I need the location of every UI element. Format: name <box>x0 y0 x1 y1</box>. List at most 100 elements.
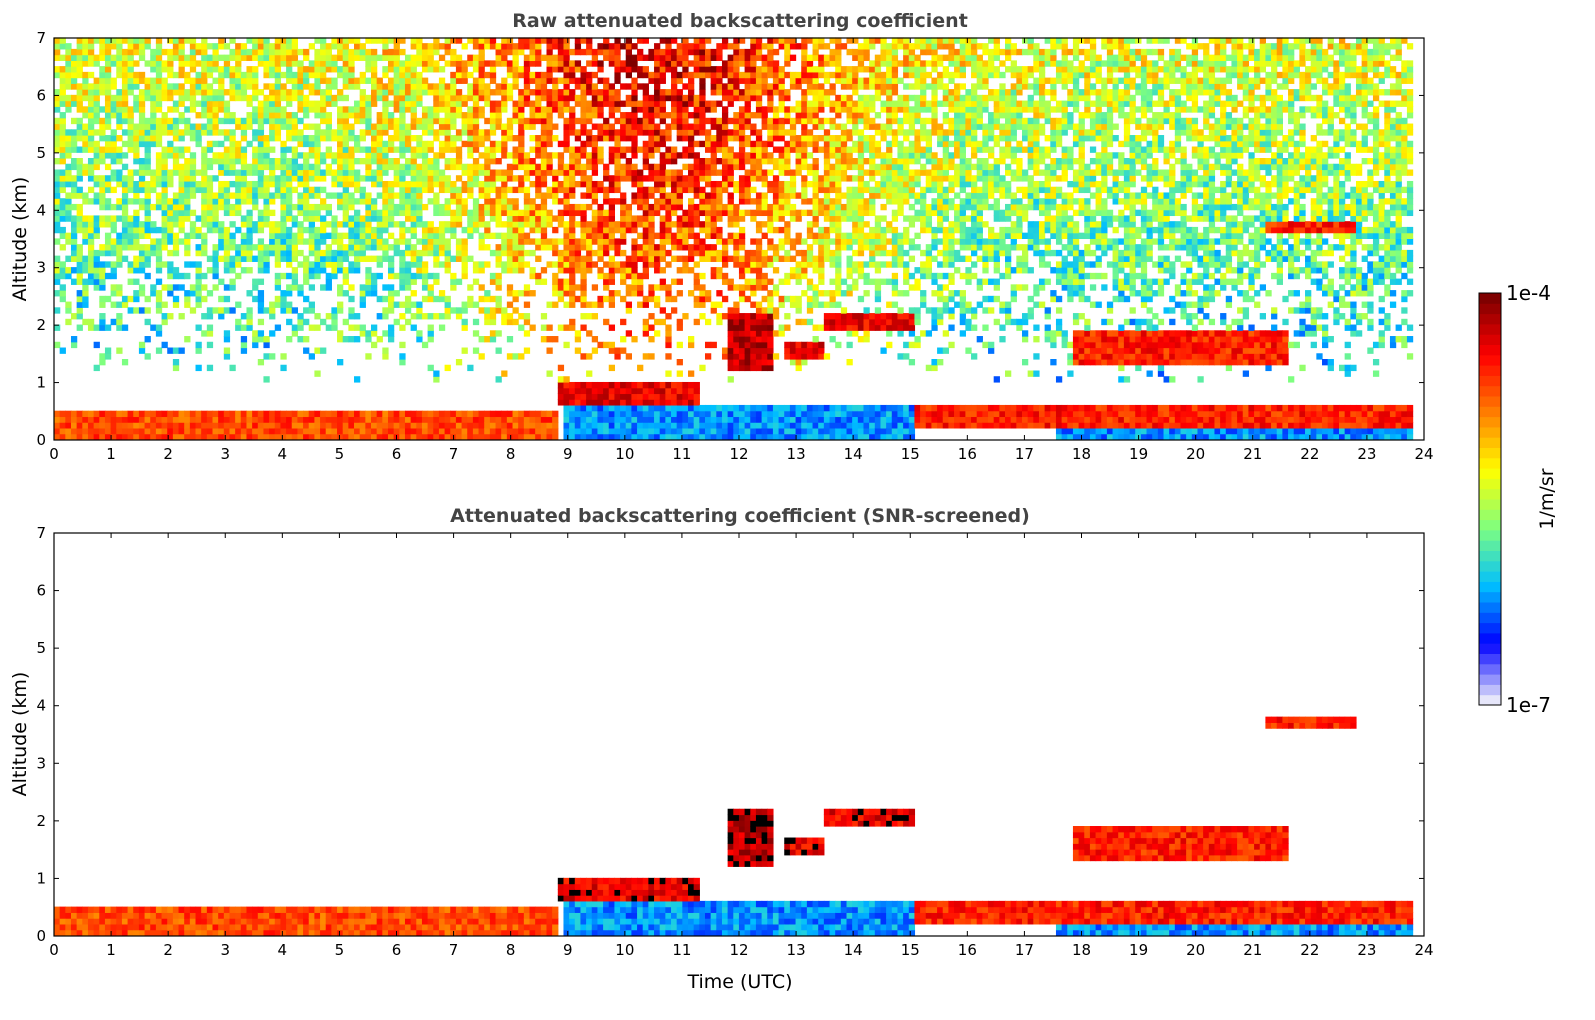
heatmap-cell <box>133 129 140 136</box>
heatmap-cell <box>359 186 366 194</box>
heatmap-cell <box>365 221 372 228</box>
heatmap-cell <box>416 336 423 343</box>
heatmap-cell <box>552 410 559 418</box>
heatmap-cell <box>371 422 378 429</box>
heatmap-cell <box>99 77 106 84</box>
heatmap-cell <box>172 301 180 308</box>
heatmap-cell <box>178 66 185 73</box>
heatmap-cell <box>269 123 276 130</box>
heatmap-cell <box>444 94 451 102</box>
heatmap-cell <box>676 221 683 228</box>
heatmap-cell <box>659 318 666 326</box>
heatmap-cell <box>704 180 712 188</box>
heatmap-cell <box>235 117 242 125</box>
heatmap-cell <box>59 123 66 130</box>
heatmap-cell <box>297 427 304 435</box>
heatmap-cell <box>512 209 519 217</box>
heatmap-cell <box>546 427 553 435</box>
heatmap-cell <box>676 370 683 377</box>
heatmap-cell <box>580 301 587 308</box>
heatmap-cell <box>235 301 242 308</box>
heatmap-cell <box>563 192 570 199</box>
heatmap-cell <box>450 77 457 84</box>
heatmap-cell <box>529 180 536 188</box>
heatmap-cell <box>512 410 519 418</box>
heatmap-cell <box>257 180 265 188</box>
heatmap-cell <box>563 135 570 142</box>
heatmap-cell <box>59 146 66 153</box>
heatmap-cell <box>427 364 434 372</box>
heatmap-cell <box>642 221 649 228</box>
heatmap-cell <box>529 422 536 429</box>
heatmap-cell <box>665 433 672 440</box>
heatmap-cell <box>172 238 180 245</box>
heatmap-cell <box>337 336 344 343</box>
heatmap-cell <box>569 290 576 297</box>
heatmap-cell <box>240 175 248 182</box>
heatmap-cell <box>291 330 299 337</box>
heatmap-cell <box>172 123 180 130</box>
heatmap-cell <box>59 71 66 79</box>
heatmap-cell <box>665 422 672 429</box>
heatmap-cell <box>240 83 248 90</box>
heatmap-cell <box>59 226 66 234</box>
heatmap-cell <box>654 163 661 171</box>
heatmap-cell <box>642 255 649 262</box>
heatmap-cell <box>189 261 197 268</box>
heatmap-cell <box>631 106 638 113</box>
heatmap-cell <box>546 163 553 171</box>
heatmap-cell <box>444 433 451 440</box>
heatmap-cell <box>665 427 672 435</box>
heatmap-cell <box>501 83 508 90</box>
heatmap-cell <box>699 192 706 199</box>
heatmap-cell <box>501 410 508 418</box>
heatmap-cell <box>676 422 683 429</box>
heatmap-cell <box>682 410 689 418</box>
heatmap-cell <box>523 192 531 199</box>
heatmap-cell <box>376 232 383 239</box>
heatmap-cell <box>563 290 570 297</box>
heatmap-cell <box>704 106 712 113</box>
heatmap-cell <box>688 404 695 412</box>
heatmap-cell <box>150 238 157 245</box>
heatmap-cell <box>59 77 66 84</box>
heatmap-cell <box>337 307 344 314</box>
heatmap-cell <box>161 244 168 251</box>
heatmap-cell <box>461 416 468 423</box>
heatmap-cell <box>569 169 576 176</box>
heatmap-cell <box>438 261 446 268</box>
heatmap-cell <box>263 203 270 211</box>
heatmap-cell <box>591 180 599 188</box>
heatmap-cell <box>257 129 265 136</box>
heatmap-cell <box>455 416 463 423</box>
heatmap-cell <box>303 54 310 61</box>
heatmap-cell <box>535 221 542 228</box>
heatmap-cell <box>489 313 497 320</box>
heatmap-cell <box>116 152 123 159</box>
heatmap-cell <box>331 43 338 50</box>
heatmap-cell <box>495 192 502 199</box>
heatmap-cell <box>721 404 729 412</box>
heatmap-cell <box>138 117 146 125</box>
heatmap-cell <box>59 203 66 211</box>
heatmap-cell <box>495 244 502 251</box>
heatmap-cell <box>240 94 248 102</box>
heatmap-cell <box>195 43 202 50</box>
heatmap-cell <box>693 71 700 79</box>
heatmap-cell <box>569 129 576 136</box>
heatmap-cell <box>586 203 593 211</box>
heatmap-cell <box>257 295 265 303</box>
heatmap-cell <box>263 215 270 222</box>
heatmap-cell <box>552 215 559 222</box>
heatmap-cell <box>116 117 123 125</box>
heatmap-cell <box>682 60 689 67</box>
heatmap-cell <box>201 198 208 205</box>
heatmap-cell <box>444 186 451 194</box>
heatmap-cell <box>365 422 372 429</box>
heatmap-cell <box>637 232 644 239</box>
heatmap-cell <box>416 221 423 228</box>
heatmap-cell <box>252 295 259 303</box>
heatmap-cell <box>489 117 497 125</box>
heatmap-cell <box>274 37 282 44</box>
heatmap-cell <box>586 267 593 274</box>
